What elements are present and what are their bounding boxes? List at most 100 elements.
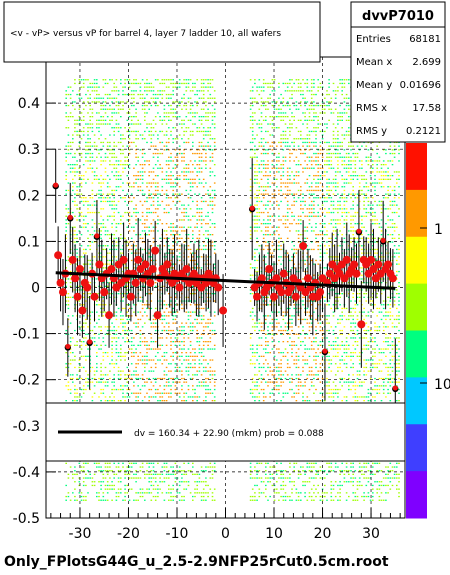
density-cell [207, 492, 209, 494]
density-cell [271, 127, 274, 129]
density-cell [67, 256, 70, 258]
density-cell [170, 182, 172, 184]
density-cell [280, 359, 282, 361]
density-cell [65, 127, 67, 129]
density-cell [144, 97, 146, 99]
density-cell [200, 119, 203, 121]
density-cell [207, 130, 209, 133]
density-cell [137, 477, 139, 479]
density-cell [289, 377, 291, 380]
density-cell [69, 374, 72, 376]
density-cell [185, 488, 188, 490]
density-cell [273, 101, 276, 103]
density-cell [122, 322, 124, 324]
density-cell [98, 93, 100, 96]
density-cell [267, 481, 269, 483]
density-cell [185, 79, 188, 81]
density-cell [106, 108, 109, 110]
density-cell [211, 138, 214, 140]
density-cell [194, 473, 196, 475]
density-cell [258, 108, 261, 110]
density-cell [260, 186, 263, 188]
density-cell [170, 104, 172, 107]
density-cell [269, 123, 271, 125]
density-cell [137, 138, 139, 140]
density-cell [65, 145, 67, 147]
density-cell [163, 359, 166, 361]
density-cell [148, 252, 150, 254]
density-cell [284, 116, 287, 118]
density-cell [280, 245, 282, 247]
density-cell [280, 108, 282, 110]
density-cell [196, 219, 198, 221]
density-cell [194, 252, 196, 254]
density-cell [135, 116, 137, 118]
density-cell [262, 197, 265, 199]
density-cell [198, 241, 201, 243]
density-cell [207, 234, 209, 236]
density-cell [154, 318, 157, 321]
density-cell [87, 462, 89, 464]
density-cell [80, 289, 83, 291]
density-cell [120, 160, 122, 162]
density-cell [168, 156, 170, 158]
density-cell [200, 226, 203, 228]
density-cell [192, 289, 194, 291]
density-cell [249, 230, 252, 232]
density-cell [194, 215, 196, 217]
density-cell [254, 230, 256, 232]
density-cell [168, 237, 170, 239]
density-cell [165, 307, 168, 310]
density-cell [194, 226, 196, 228]
density-cell [69, 263, 72, 265]
density-cell [254, 256, 256, 258]
density-cell [251, 215, 254, 217]
density-cell [196, 396, 198, 398]
density-cell [209, 256, 212, 258]
density-cell [254, 82, 256, 85]
density-cell [276, 127, 278, 129]
density-cell [249, 119, 252, 121]
density-cell [76, 374, 78, 376]
density-cell [154, 226, 157, 228]
density-cell [117, 370, 120, 372]
density-cell [170, 97, 172, 99]
density-cell [289, 315, 291, 317]
density-cell [126, 388, 129, 391]
density-cell [198, 130, 201, 133]
density-cell [148, 226, 150, 228]
density-cell [168, 311, 170, 313]
density-cell [78, 377, 81, 380]
density-cell [213, 499, 216, 501]
density-cell [189, 259, 192, 262]
density-cell [174, 363, 177, 365]
density-cell [189, 315, 192, 317]
density-cell [102, 341, 105, 343]
density-cell [76, 204, 78, 206]
density-cell [154, 164, 157, 166]
density-cell [196, 473, 198, 475]
density-cell [87, 101, 89, 103]
density-cell [106, 499, 109, 501]
density-cell [176, 152, 179, 155]
density-cell [65, 285, 67, 287]
density-cell [282, 477, 285, 479]
density-cell [120, 377, 122, 380]
density-cell [133, 230, 135, 232]
density-cell [80, 499, 83, 501]
density-cell [78, 396, 81, 398]
density-cell [289, 322, 291, 324]
density-cell [126, 466, 129, 468]
density-cell [282, 104, 285, 107]
density-cell [276, 108, 278, 110]
density-cell [286, 138, 289, 140]
density-cell [189, 104, 192, 107]
density-cell [82, 315, 85, 317]
density-cell [185, 311, 188, 313]
density-cell [209, 193, 212, 195]
density-cell [174, 481, 177, 483]
density-cell [87, 374, 89, 376]
density-cell [174, 381, 177, 383]
density-cell [249, 470, 252, 472]
density-cell [109, 484, 111, 487]
